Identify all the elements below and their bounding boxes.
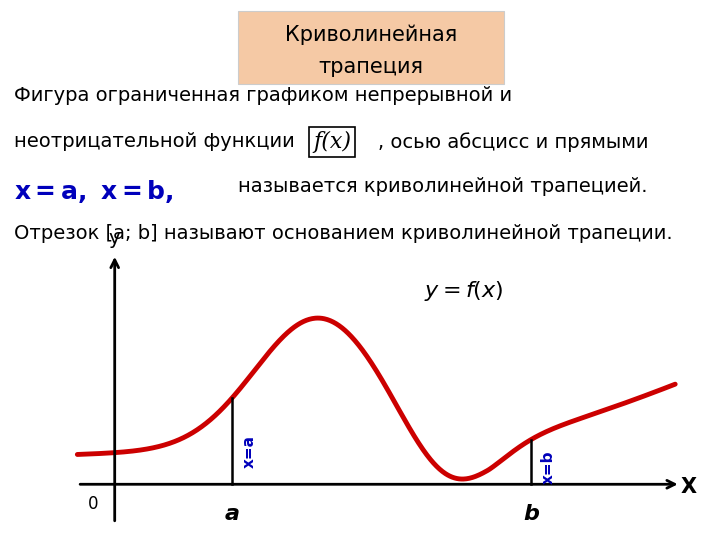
- Text: x=b: x=b: [541, 450, 556, 484]
- Text: x=a: x=a: [242, 435, 257, 468]
- Text: f(x): f(x): [313, 131, 351, 153]
- Text: y: y: [109, 230, 120, 248]
- Text: Фигура ограниченная графиком непрерывной и: Фигура ограниченная графиком непрерывной…: [14, 86, 513, 105]
- Text: X: X: [680, 477, 696, 497]
- Text: $\mathbf{x=a, \ x=b,}$: $\mathbf{x=a, \ x=b,}$: [14, 178, 174, 205]
- Text: Криволинейная: Криволинейная: [284, 24, 457, 45]
- Text: $y = \mathit{f}(x)$: $y = \mathit{f}(x)$: [424, 279, 504, 302]
- Text: b: b: [523, 504, 539, 524]
- Text: 0: 0: [88, 495, 99, 513]
- Text: называется криволинейной трапецией.: называется криволинейной трапецией.: [238, 177, 647, 195]
- Text: a: a: [225, 504, 240, 524]
- Text: неотрицательной функции: неотрицательной функции: [14, 132, 295, 151]
- Text: трапеция: трапеция: [318, 57, 423, 77]
- Text: Отрезок [a; b] называют основанием криволинейной трапеции.: Отрезок [a; b] называют основанием криво…: [14, 224, 673, 243]
- Text: , осью абсцисс и прямыми: , осью абсцисс и прямыми: [378, 132, 649, 152]
